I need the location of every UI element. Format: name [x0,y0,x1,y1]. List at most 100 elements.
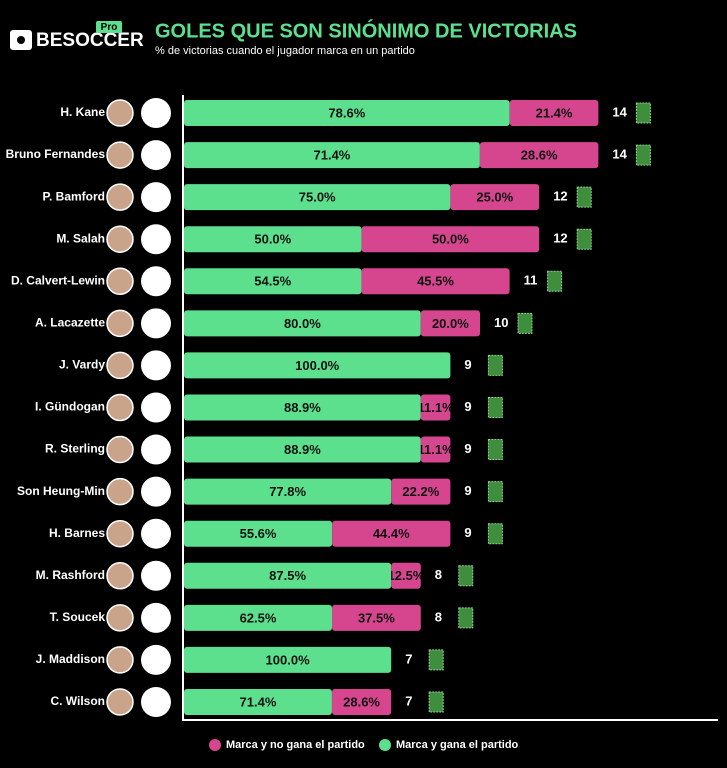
value-label: 50.0% [432,232,469,247]
team-logo [141,392,171,423]
team-logo [141,476,171,507]
bar-segment [331,688,392,715]
category-label: R. Sterling [45,442,105,456]
total-label: 9 [464,525,471,540]
category-label: A. Lacazette [35,316,105,330]
pitch-icon [576,186,592,208]
bar-segment [184,394,421,421]
value-label: 55.6% [240,526,277,541]
value-label: 21.4% [536,105,573,120]
category-label: J. Vardy [59,358,105,372]
value-label: 22.2% [402,484,439,499]
category-label: J. Maddison [36,652,105,666]
pitch-icon [458,607,474,629]
total-label: 12 [553,189,567,204]
player-avatar [106,435,134,464]
bar-segment [184,478,392,505]
bar-segment [420,436,451,463]
player-avatar [106,562,134,590]
team-logo [141,224,171,255]
value-label: 87.5% [269,568,306,583]
bar-segment [184,226,362,253]
player-avatar [106,99,134,127]
value-label: 88.9% [284,442,321,457]
total-label: 9 [464,483,471,498]
bar-segment [391,478,451,505]
bar-segment [184,100,510,126]
logo-icon-dot [17,36,25,44]
value-label: 88.9% [284,400,321,415]
legend-swatch [379,739,391,751]
value-label: 25.0% [476,190,513,205]
logo-badge: Pro [101,22,118,33]
bar-segment [479,142,599,169]
player-avatar [106,393,134,422]
player-avatar [106,225,134,253]
player-avatar [106,141,134,169]
team-logo [141,434,171,465]
value-label: 80.0% [284,316,321,331]
value-label: 20.0% [432,316,469,331]
pitch-icon [635,102,651,124]
player-avatar [106,646,134,674]
total-label: 7 [405,651,412,666]
player-avatar [106,183,134,211]
team-logo [141,308,171,339]
bar-segment [184,646,392,673]
total-label: 8 [435,567,442,582]
category-label: C. Wilson [50,694,105,708]
player-avatar [106,688,134,716]
pitch-icon [428,649,444,671]
team-logo [141,266,171,297]
bar-segment [184,604,332,631]
total-label: 7 [405,693,412,708]
value-label: 71.4% [240,694,277,709]
bar-segment [184,142,480,169]
team-logo [141,182,171,213]
bar-segment [184,268,362,295]
value-label: 12.5% [388,568,425,583]
team-logo [141,350,171,381]
bar-segment [184,562,392,589]
team-logo [141,98,171,128]
value-label: 77.8% [269,484,306,499]
player-avatar [106,267,134,296]
pitch-icon [487,354,503,376]
bar-segment [420,310,480,337]
team-logo [141,686,171,717]
bar-segment [361,226,540,253]
total-label: 9 [464,357,471,372]
value-label: 71.4% [314,148,351,163]
player-avatar [106,309,134,338]
total-label: 10 [494,315,508,330]
value-label: 28.6% [343,694,380,709]
value-label: 100.0% [266,652,311,667]
total-label: 11 [524,273,538,288]
value-label: 75.0% [299,190,336,205]
value-label: 44.4% [373,526,410,541]
value-label: 11.1% [418,400,455,415]
value-label: 54.5% [254,274,291,289]
team-logo [141,644,171,675]
bar-segment [361,268,510,295]
pitch-icon [487,523,503,545]
team-logo [141,518,171,549]
team-logo [141,140,171,171]
bar-segment [332,520,451,547]
value-label: 78.6% [328,105,365,120]
bar-segment [184,688,332,715]
value-label: 28.6% [521,148,558,163]
bar-segment [184,436,421,463]
team-logo [141,602,171,633]
value-label: 100.0% [295,358,340,373]
category-label: P. Bamford [43,189,105,203]
category-label: Bruno Fernandes [6,147,106,161]
total-label: 8 [435,609,442,624]
legend-swatch [209,739,221,751]
logo-badge-bg [96,21,122,33]
player-avatar [106,351,134,380]
bar-segment [391,562,421,589]
logo-text: BESOCCER [36,30,144,51]
chart-subtitle: % de victorias cuando el jugador marca e… [155,45,415,57]
